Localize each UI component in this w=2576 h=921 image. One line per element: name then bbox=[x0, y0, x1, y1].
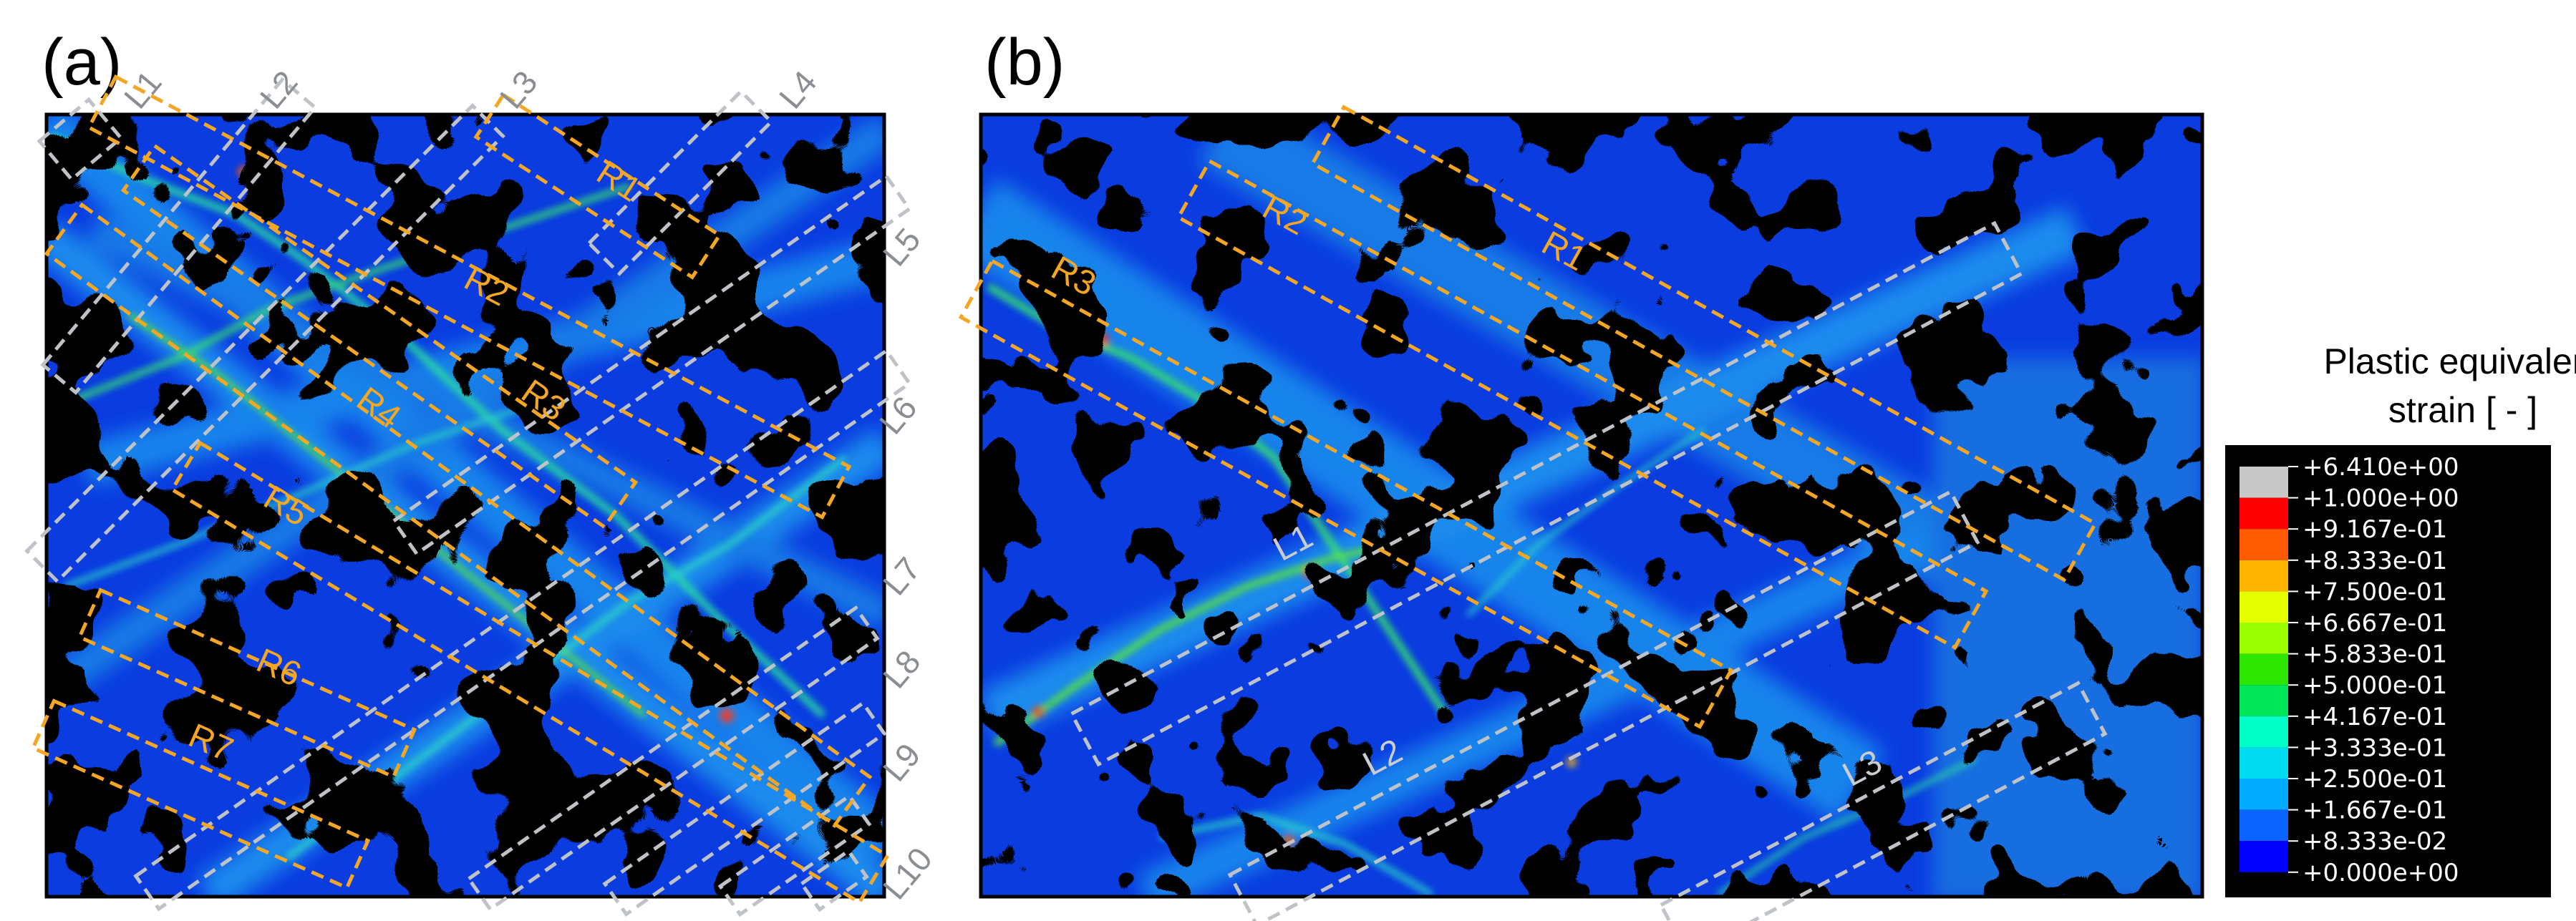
panel-a-roi-l1 bbox=[37, 97, 124, 182]
colorbar-tick-label: +3.333e-01 bbox=[2303, 734, 2447, 762]
panel-a-label-l1: L1 bbox=[117, 64, 169, 116]
colorbar-tick-label: +2.500e-01 bbox=[2303, 765, 2447, 794]
colorbar-swatch bbox=[2240, 653, 2288, 686]
colorbar-tick-label: +1.000e+00 bbox=[2303, 484, 2459, 513]
panel-a-label-l4: L4 bbox=[772, 64, 824, 116]
panel-a-low-strain-regions bbox=[47, 114, 884, 897]
panel-b-roi-l3 bbox=[1658, 681, 2108, 921]
panel-a-roi-r6 bbox=[77, 588, 417, 779]
colorbar-swatch bbox=[2240, 560, 2288, 592]
colorbar-tick-label: +5.833e-01 bbox=[2303, 640, 2447, 669]
panel-b-roi-r2 bbox=[1176, 158, 1989, 650]
panel-b-roi-r3 bbox=[958, 258, 1734, 729]
panel-a-roi-l6 bbox=[133, 348, 912, 912]
panel-a-roi-r5 bbox=[169, 440, 891, 905]
colorbar-title-line1: Plastic equivalent bbox=[2323, 341, 2576, 381]
panel-a-roi-r3 bbox=[120, 143, 639, 530]
colorbar-swatch bbox=[2240, 623, 2288, 654]
colorbar-swatch bbox=[2240, 529, 2288, 560]
panel-a-roi-r2 bbox=[86, 74, 852, 520]
panel-a-roi-l9 bbox=[717, 793, 872, 917]
panel-a-contour-plot bbox=[44, 112, 886, 899]
colorbar-swatches bbox=[2240, 467, 2288, 872]
colorbar-tick-label: +0.000e+00 bbox=[2303, 859, 2459, 887]
colorbar-tick-label: +5.000e-01 bbox=[2303, 671, 2447, 700]
panel-b-roi-l2 bbox=[1227, 489, 1980, 921]
panel-b-regions bbox=[958, 104, 2098, 729]
colorbar-tick-label: +9.167e-01 bbox=[2303, 515, 2447, 544]
colorbar-swatch bbox=[2240, 685, 2288, 716]
colorbar-tick-label: +6.410e+00 bbox=[2303, 453, 2459, 482]
panel-b-label: (b) bbox=[984, 26, 1065, 99]
panel-b-contour-plot bbox=[979, 112, 2204, 899]
colorbar-swatch bbox=[2240, 809, 2288, 842]
colorbar-swatch bbox=[2240, 841, 2288, 872]
panel-a-label-l3: L3 bbox=[493, 64, 545, 116]
colorbar: Plastic equivalent strain [ - ] +6.410e+… bbox=[2225, 341, 2576, 897]
colorbar-swatch bbox=[2240, 747, 2288, 779]
panel-b-roi-r1 bbox=[1310, 104, 2098, 583]
panel-a-frame bbox=[44, 112, 886, 899]
colorbar-swatch bbox=[2240, 467, 2288, 498]
colorbar-swatch bbox=[2240, 497, 2288, 530]
colorbar-tick-label: +7.500e-01 bbox=[2303, 578, 2447, 606]
colorbar-tick-label: +8.333e-01 bbox=[2303, 547, 2447, 575]
colorbar-swatch bbox=[2240, 591, 2288, 623]
colorbar-swatch bbox=[2240, 779, 2288, 810]
panel-a-roi-l7 bbox=[466, 605, 880, 912]
panel-a-label-l2: L2 bbox=[253, 64, 305, 116]
panel-a-roi-l10 bbox=[799, 848, 869, 912]
colorbar-title-line2: strain [ - ] bbox=[2388, 390, 2537, 430]
panel-b-line-regions bbox=[1069, 220, 2108, 921]
panel-b-roi-l1 bbox=[1069, 220, 2024, 767]
panel-a-roi-r7 bbox=[30, 698, 371, 890]
colorbar-swatch bbox=[2240, 716, 2288, 748]
colorbar-tick-label: +1.667e-01 bbox=[2303, 796, 2447, 825]
panel-b-frame bbox=[979, 112, 2204, 899]
panel-a-label: (a) bbox=[42, 26, 122, 99]
panel-a-roi-r1 bbox=[473, 92, 722, 280]
colorbar-tick-label: +8.333e-02 bbox=[2303, 827, 2447, 856]
colorbar-tick-label: +6.667e-01 bbox=[2303, 609, 2447, 638]
colorbar-tick-label: +4.167e-01 bbox=[2303, 703, 2447, 731]
colorbar-ticks: +6.410e+00+1.000e+00+9.167e-01 +8.333e-01… bbox=[2288, 453, 2459, 887]
